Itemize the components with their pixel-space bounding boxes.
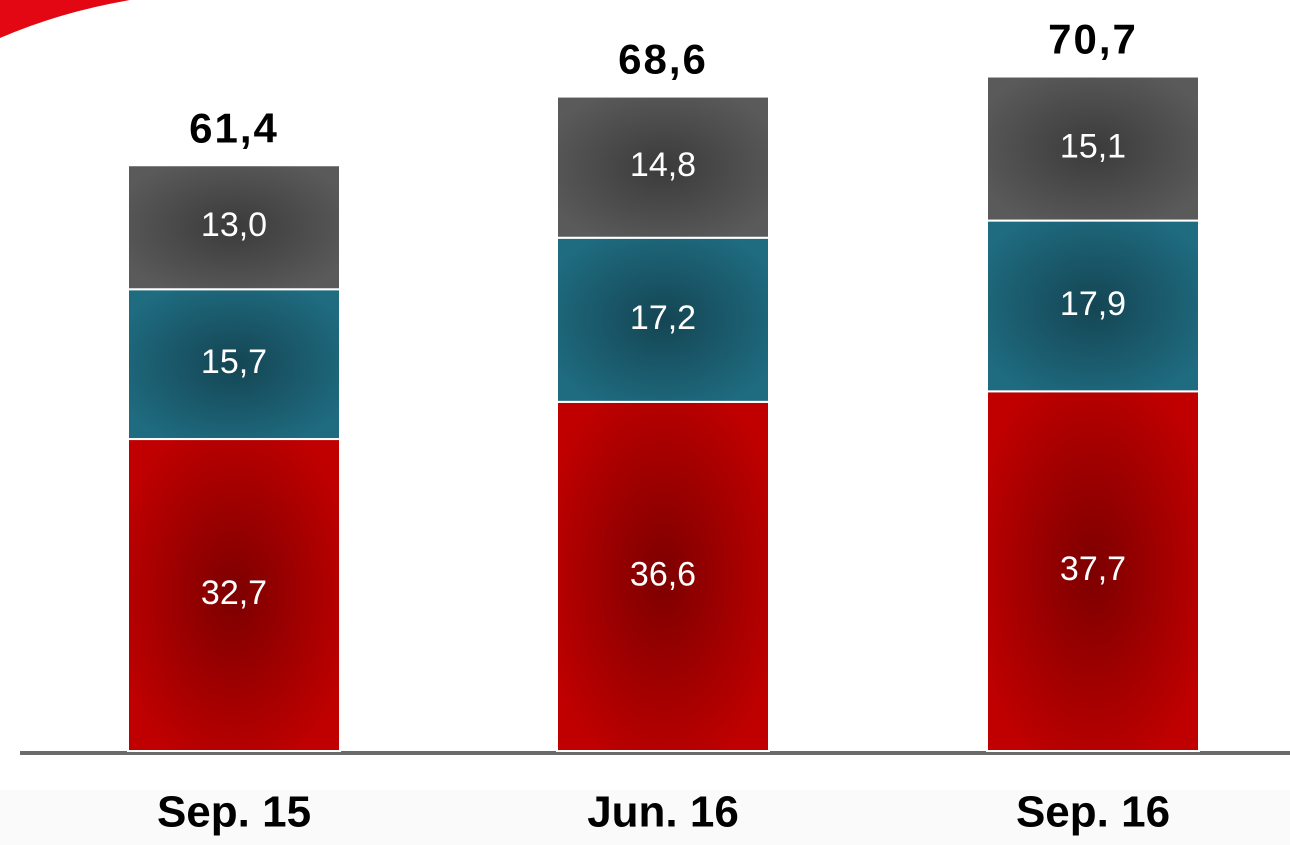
shading [558,238,768,401]
segment-label: 15,1 [1060,128,1126,166]
segment-label: 15,7 [201,343,267,381]
total-label: 61,4 [189,104,279,151]
label-band [0,790,1290,845]
segment-label: 17,9 [1060,285,1126,323]
category-label: Sep. 15 [157,788,311,837]
segment-label: 36,6 [630,555,696,593]
segment-label: 37,7 [1060,550,1126,588]
segment-label: 13,0 [201,206,267,244]
total-label: 68,6 [618,36,708,83]
segment-label: 17,2 [630,299,696,337]
segment-label: 32,7 [201,574,267,612]
total-label: 70,7 [1048,16,1138,63]
category-label: Jun. 16 [587,788,739,837]
segment-label: 14,8 [630,146,696,184]
shading [988,221,1198,391]
shading [129,290,339,439]
shading [988,77,1198,220]
shading [558,402,768,750]
shading [129,440,339,750]
shading [988,392,1198,750]
shading [129,166,339,289]
shading [558,97,768,237]
category-label: Sep. 16 [1016,788,1170,837]
decor-swoosh [0,0,130,38]
